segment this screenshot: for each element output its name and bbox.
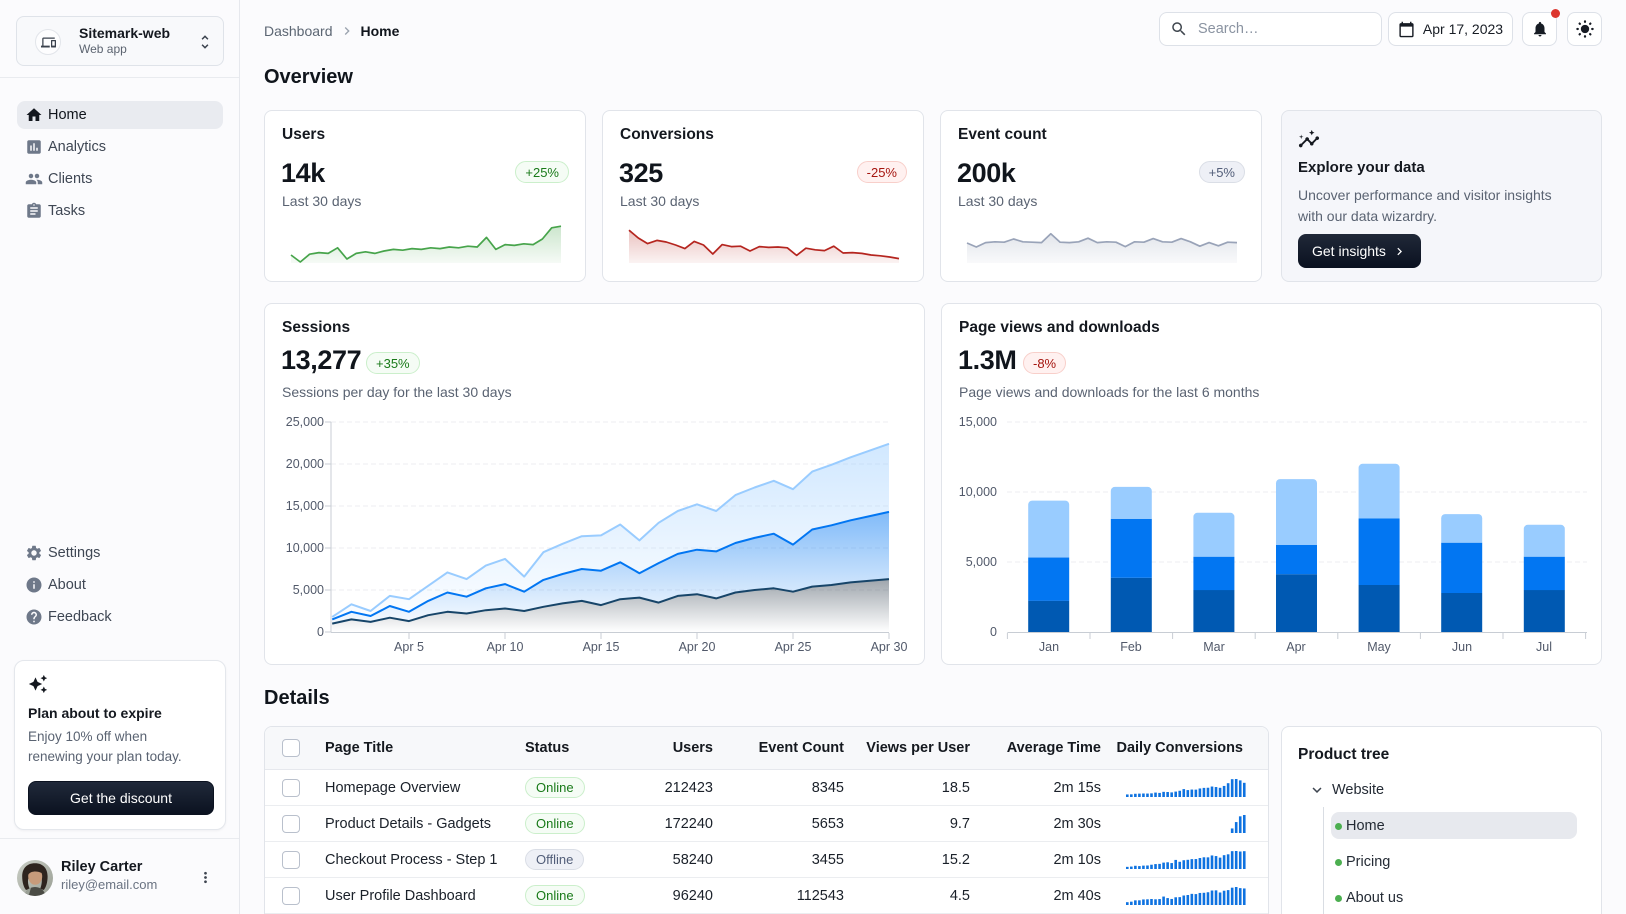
svg-text:Apr 25: Apr 25 bbox=[775, 640, 812, 654]
svg-text:10,000: 10,000 bbox=[959, 485, 997, 499]
svg-text:15,000: 15,000 bbox=[959, 415, 997, 429]
svg-text:Apr 15: Apr 15 bbox=[583, 640, 620, 654]
svg-text:Apr: Apr bbox=[1286, 640, 1305, 654]
svg-text:Jun: Jun bbox=[1452, 640, 1472, 654]
svg-text:15,000: 15,000 bbox=[286, 499, 324, 513]
svg-text:0: 0 bbox=[317, 625, 324, 639]
svg-text:Apr 10: Apr 10 bbox=[487, 640, 524, 654]
svg-text:Jul: Jul bbox=[1536, 640, 1552, 654]
svg-text:May: May bbox=[1367, 640, 1391, 654]
svg-text:Jan: Jan bbox=[1039, 640, 1059, 654]
svg-text:20,000: 20,000 bbox=[286, 457, 324, 471]
svg-text:0: 0 bbox=[990, 625, 997, 639]
svg-text:10,000: 10,000 bbox=[286, 541, 324, 555]
svg-text:5,000: 5,000 bbox=[293, 583, 324, 597]
svg-text:Feb: Feb bbox=[1120, 640, 1142, 654]
svg-text:Apr 5: Apr 5 bbox=[394, 640, 424, 654]
svg-text:25,000: 25,000 bbox=[286, 415, 324, 429]
svg-text:Apr 20: Apr 20 bbox=[679, 640, 716, 654]
svg-text:5,000: 5,000 bbox=[966, 555, 997, 569]
svg-text:Mar: Mar bbox=[1203, 640, 1225, 654]
svg-text:Apr 30: Apr 30 bbox=[871, 640, 908, 654]
